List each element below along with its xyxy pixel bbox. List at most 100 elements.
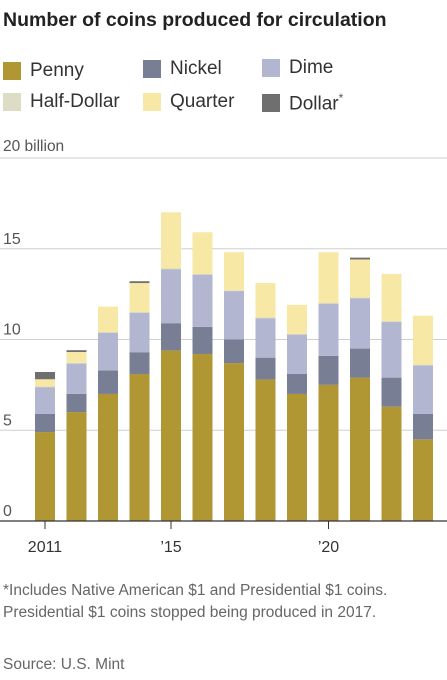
x-axis: 2011 ’15 ’20 [0,520,447,555]
legend-item-dollar: Dollar* [262,91,343,115]
legend: Penny Nickel Dime Half-Dollar Quarter Do… [0,0,447,120]
bar-nickel-2019 [287,373,307,394]
legend-swatch-nickel [143,60,161,78]
legend-swatch-quarter [143,93,161,111]
bar-nickel-2013 [98,370,118,394]
bar-nickel-2012 [66,393,87,413]
bar-dime-2011 [35,386,55,414]
bar-nickel-2017 [224,339,244,364]
bar-dime-2021 [350,297,370,349]
legend-swatch-dime [262,59,280,77]
bar-half-dollar-2023 [413,364,433,366]
bar-dollar-2012 [66,350,87,353]
legend-label-nickel: Nickel [170,58,222,79]
legend-label-penny: Penny [30,60,84,81]
legend-item-nickel: Nickel [143,58,222,80]
bar-penny-2022 [381,406,402,521]
legend-swatch-half-dollar [3,93,21,111]
bar-dime-2012 [66,363,87,394]
footnote: *Includes Native American $1 and Preside… [3,582,388,621]
bar-dime-2013 [98,332,118,371]
legend-swatch-dollar [262,94,280,113]
bar-dime-2020 [318,303,339,356]
bar-dollar-2021 [350,257,370,260]
legend-label-quarter: Quarter [170,91,235,112]
legend-item-quarter: Quarter [143,91,234,113]
x-tick-label-2020: ’20 [318,539,339,555]
bar-penny-2015 [161,350,181,521]
bar-quarter-2022 [381,273,402,322]
bar-quarter-2011 [35,379,55,387]
y-tick-label-0: 0 [3,503,12,520]
bar-penny-2016 [192,354,213,521]
bar-quarter-2023 [413,315,433,365]
y-tick-label-10: 10 [3,322,21,339]
bar-nickel-2011 [35,413,55,433]
bar-penny-2021 [350,377,370,521]
bar-half-dollar-2022 [381,321,402,322]
bar-nickel-2018 [255,357,276,380]
bar-half-dollar-2016 [192,273,213,275]
y-unit-label: 20 billion [3,138,64,155]
bar-half-dollar-2017 [224,290,244,292]
bar-penny-2012 [66,412,87,521]
x-tick-label-2015: ’15 [160,539,181,555]
bar-quarter-2012 [66,352,87,363]
bar-quarter-2019 [287,304,307,334]
bar-half-dollar-2014 [129,312,150,313]
bar-nickel-2015 [161,323,181,351]
legend-item-half-dollar: Half-Dollar [3,91,120,113]
bar-half-dollar-2012 [66,362,87,364]
bar-quarter-2014 [129,283,150,313]
bar-dime-2014 [129,312,150,353]
bar-quarter-2020 [318,252,339,304]
bar-dime-2022 [381,321,402,378]
bar-penny-2019 [287,393,307,521]
bar-dime-2017 [224,290,244,340]
legend-label-dollar-asterisk: * [338,91,344,105]
legend-label-dime: Dime [289,57,334,78]
bars [35,212,433,521]
bar-quarter-2018 [255,283,276,318]
legend-swatch-penny [3,62,21,80]
legend-label-dollar: Dollar* [289,91,343,115]
bar-dime-2018 [255,317,276,358]
bar-dollar-2011 [35,371,55,380]
bar-nickel-2014 [129,352,150,374]
bar-half-dollar-2019 [287,333,307,335]
bar-penny-2020 [318,384,339,521]
bar-nickel-2021 [350,348,370,378]
bar-half-dollar-2020 [318,303,339,304]
bar-quarter-2021 [350,259,370,298]
stacked-bar-chart: 20 billion 0 5 10 15 2011 ’15 ’20 [0,138,447,555]
bar-dime-2015 [161,268,181,324]
bar-half-dollar-2021 [350,297,370,299]
legend-item-dime: Dime [262,57,333,79]
bar-dime-2019 [287,334,307,374]
bar-nickel-2023 [413,413,433,440]
chart-title: Number of coins produced for circulation [3,9,387,31]
legend-label-half-dollar: Half-Dollar [30,91,120,112]
bar-penny-2017 [224,363,244,521]
source: Source: U.S. Mint [3,656,125,673]
bar-half-dollar-2011 [35,386,55,388]
bar-half-dollar-2018 [255,317,276,319]
bar-quarter-2015 [161,212,181,269]
legend-item-penny: Penny [3,60,84,82]
bar-penny-2013 [98,393,118,521]
bar-dime-2016 [192,274,213,327]
bar-penny-2018 [255,379,276,521]
bar-dollar-2014 [129,281,150,284]
legend-label-dollar-text: Dollar [289,93,339,115]
y-tick-label-5: 5 [3,412,12,429]
bar-nickel-2022 [381,377,402,407]
bar-dime-2023 [413,364,433,414]
bar-nickel-2020 [318,355,339,385]
bar-quarter-2017 [224,252,244,291]
bar-penny-2014 [129,373,150,521]
bar-quarter-2016 [192,232,213,274]
x-tick-label-2011: 2011 [28,539,63,555]
bar-half-dollar-2015 [161,268,181,270]
bar-quarter-2013 [98,306,118,333]
bar-nickel-2016 [192,326,213,355]
